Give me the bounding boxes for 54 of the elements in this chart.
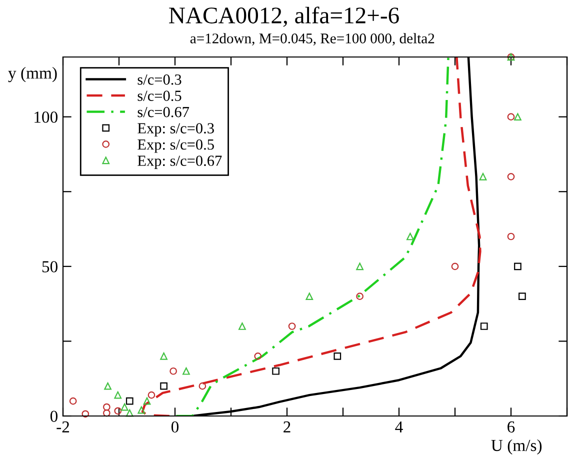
y-tick-label: 0	[50, 410, 58, 422]
y-tick-label: 100	[34, 112, 58, 123]
y-tick-label: 50	[42, 261, 58, 272]
point	[114, 391, 122, 399]
x-axis-title: U (m/s)	[491, 439, 542, 454]
point	[170, 367, 177, 375]
chart-title: NACA0012, alfa=12+-6	[169, 6, 399, 27]
legend-label: Exp: s/c=0.3	[138, 123, 214, 137]
point	[507, 232, 515, 240]
x-tick-label: 4	[395, 421, 403, 432]
point	[103, 409, 110, 417]
x-tick-label: 6	[508, 421, 515, 433]
x-tick-label: 0	[171, 421, 179, 433]
point	[238, 322, 246, 330]
point	[138, 406, 146, 414]
point	[104, 382, 112, 390]
point	[120, 403, 128, 411]
point	[103, 403, 110, 411]
point	[114, 407, 122, 415]
x-tick-label: 2	[284, 421, 290, 432]
point	[126, 409, 134, 417]
point	[82, 410, 90, 418]
point	[334, 352, 342, 360]
point	[272, 367, 280, 375]
point	[306, 292, 314, 300]
point	[356, 292, 364, 300]
point	[254, 352, 262, 360]
chart-subtitle: a=12down, M=0.045, Re=100 000, delta2	[190, 33, 434, 46]
point	[160, 382, 168, 390]
point	[182, 367, 190, 375]
point	[160, 352, 168, 360]
point	[288, 322, 296, 330]
point	[514, 113, 522, 121]
y-axis-title: y (mm)	[8, 66, 57, 82]
point	[69, 397, 77, 405]
point	[148, 391, 156, 399]
legend-label: Exp: s/c=0.5	[138, 139, 214, 153]
point	[356, 262, 364, 270]
legend-label: s/c=0.3	[138, 74, 182, 85]
point	[198, 382, 206, 390]
point	[479, 172, 487, 180]
point	[518, 292, 526, 300]
legend-label: s/c=0.5	[138, 90, 182, 102]
point	[451, 262, 459, 270]
point	[480, 322, 488, 330]
x-tick-label: -2	[56, 421, 70, 432]
point	[507, 113, 515, 121]
point	[143, 397, 151, 405]
point	[507, 172, 515, 180]
point	[126, 397, 134, 405]
point	[514, 262, 522, 270]
legend-label: s/c=0.67	[138, 106, 190, 118]
point	[406, 232, 414, 240]
legend-label: Exp: s/c=0.67	[138, 156, 222, 170]
